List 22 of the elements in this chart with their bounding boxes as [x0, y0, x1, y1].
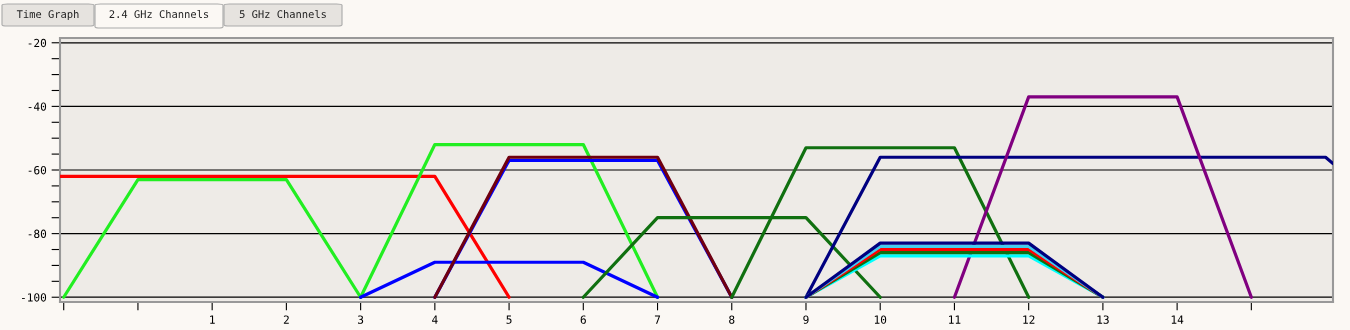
- y-tick-label: -100: [21, 293, 47, 302]
- y-tick-label: -60: [28, 166, 47, 175]
- x-tick-label: 9: [803, 315, 809, 324]
- x-tick-label: 6: [580, 315, 586, 324]
- x-tick-label: 1: [210, 315, 215, 324]
- x-tick-label: 2: [283, 315, 289, 324]
- x-tick-label: 5: [506, 315, 512, 324]
- text: 2.4 GHz Channels: [109, 9, 209, 19]
- y-tick-label: -20: [28, 38, 47, 48]
- x-tick-label: 7: [654, 315, 661, 324]
- x-tick-label: 11: [949, 315, 961, 324]
- x-tick-label: 8: [729, 315, 735, 324]
- y-tick-label: -40: [28, 102, 47, 111]
- x-tick-label: 13: [1097, 315, 1109, 324]
- x-tick-label: 12: [1023, 315, 1035, 324]
- x-tick-label: 3: [358, 315, 364, 324]
- x-tick-label: 4: [432, 315, 438, 324]
- text: 5 GHz Channels: [239, 9, 326, 19]
- y-tick-label: -80: [28, 229, 47, 239]
- x-tick-label: 10: [874, 315, 887, 324]
- x-tick-label: 14: [1171, 315, 1184, 324]
- text: Time Graph: [16, 9, 79, 21]
